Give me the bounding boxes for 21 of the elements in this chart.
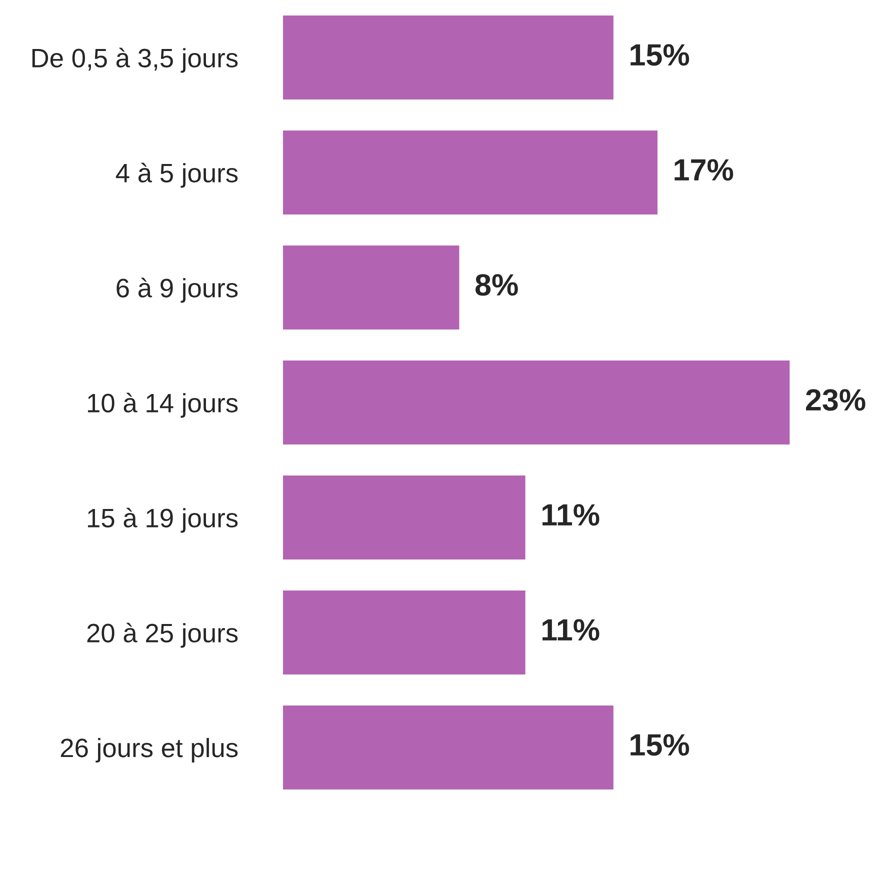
data-label: 15% — [630, 734, 690, 756]
data-label: 8% — [475, 274, 518, 296]
y-tick-label: 15 à 19 jours — [88, 508, 238, 533]
y-tick-label: 26 jours et plus — [60, 738, 238, 763]
bar — [283, 16, 614, 100]
data-label: 15% — [630, 44, 690, 66]
bar — [283, 360, 790, 444]
y-tick-label: 20 à 25 jours — [87, 622, 238, 648]
y-tick-label: De 0,5 à 3,5 jours — [32, 48, 238, 73]
y-tick-label: 10 à 14 jours — [88, 392, 238, 418]
data-label: 23% — [806, 389, 866, 411]
bar — [283, 246, 460, 330]
bar — [283, 590, 526, 674]
bar — [283, 130, 658, 214]
data-label: 11% — [542, 619, 600, 641]
data-label: 17% — [674, 159, 734, 181]
bar — [283, 706, 614, 790]
y-tick-label: 4 à 5 jours — [116, 162, 238, 188]
bar — [283, 476, 526, 560]
data-label: 11% — [542, 504, 600, 526]
y-tick-label: 6 à 9 jours — [116, 278, 238, 303]
